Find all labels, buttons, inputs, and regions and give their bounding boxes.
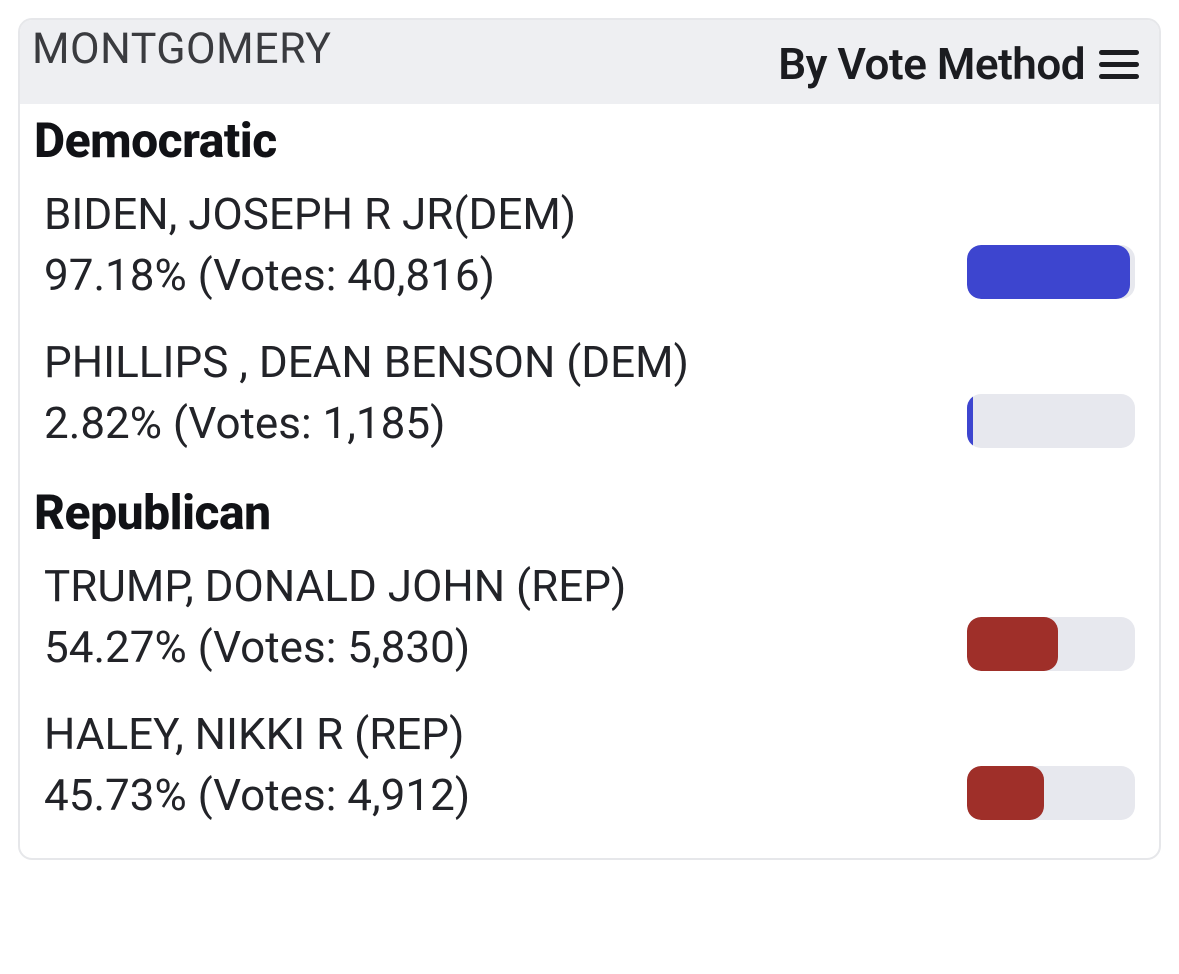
menu-icon	[1099, 46, 1139, 82]
candidate-text: TRUMP, DONALD JOHN (REP) 54.27% (Votes: …	[44, 559, 939, 677]
vote-bar	[967, 617, 1135, 671]
candidate-name: BIDEN, JOSEPH R JR(DEM)	[44, 187, 939, 242]
results-body: Democratic BIDEN, JOSEPH R JR(DEM) 97.18…	[20, 112, 1159, 858]
candidate-row: BIDEN, JOSEPH R JR(DEM) 97.18% (Votes: 4…	[44, 187, 1135, 305]
candidate-stats: 54.27% (Votes: 5,830)	[44, 618, 939, 677]
vote-bar-fill	[967, 617, 1058, 671]
candidate-percent: 97.18%	[44, 249, 187, 301]
candidate-stats: 97.18% (Votes: 40,816)	[44, 246, 939, 305]
candidate-votes: 4,912	[347, 769, 455, 821]
candidate-percent: 45.73%	[44, 769, 187, 821]
vote-bar	[967, 766, 1135, 820]
candidate-name: TRUMP, DONALD JOHN (REP)	[44, 559, 939, 614]
candidate-stats: 2.82% (Votes: 1,185)	[44, 394, 939, 453]
candidate-text: BIDEN, JOSEPH R JR(DEM) 97.18% (Votes: 4…	[44, 187, 939, 305]
candidate-row: HALEY, NIKKI R (REP) 45.73% (Votes: 4,91…	[44, 707, 1135, 825]
vote-bar	[967, 394, 1135, 448]
party-heading-democratic: Democratic	[34, 112, 1135, 169]
candidate-stats: 45.73% (Votes: 4,912)	[44, 766, 939, 825]
candidate-text: PHILLIPS , DEAN BENSON (DEM) 2.82% (Vote…	[44, 335, 939, 453]
party-heading-republican: Republican	[34, 484, 1135, 541]
results-header: MONTGOMERY By Vote Method	[20, 20, 1159, 104]
candidate-percent: 54.27%	[44, 621, 187, 673]
candidate-row: PHILLIPS , DEAN BENSON (DEM) 2.82% (Vote…	[44, 335, 1135, 453]
candidate-votes: 40,816	[347, 249, 479, 301]
candidate-text: HALEY, NIKKI R (REP) 45.73% (Votes: 4,91…	[44, 707, 939, 825]
candidate-name: HALEY, NIKKI R (REP)	[44, 707, 939, 762]
vote-bar	[967, 245, 1135, 299]
candidate-name: PHILLIPS , DEAN BENSON (DEM)	[44, 335, 939, 390]
county-name: MONTGOMERY	[32, 24, 331, 73]
candidate-votes: 1,185	[323, 397, 431, 449]
vote-bar-fill	[967, 245, 1130, 299]
vote-method-toggle[interactable]: By Vote Method	[778, 24, 1139, 90]
results-card: MONTGOMERY By Vote Method Democratic BID…	[18, 18, 1161, 860]
candidate-votes: 5,830	[347, 621, 455, 673]
vote-bar-fill	[967, 766, 1044, 820]
vote-method-label: By Vote Method	[778, 38, 1085, 90]
vote-bar-fill	[967, 394, 973, 448]
candidate-percent: 2.82%	[44, 397, 162, 449]
candidate-row: TRUMP, DONALD JOHN (REP) 54.27% (Votes: …	[44, 559, 1135, 677]
